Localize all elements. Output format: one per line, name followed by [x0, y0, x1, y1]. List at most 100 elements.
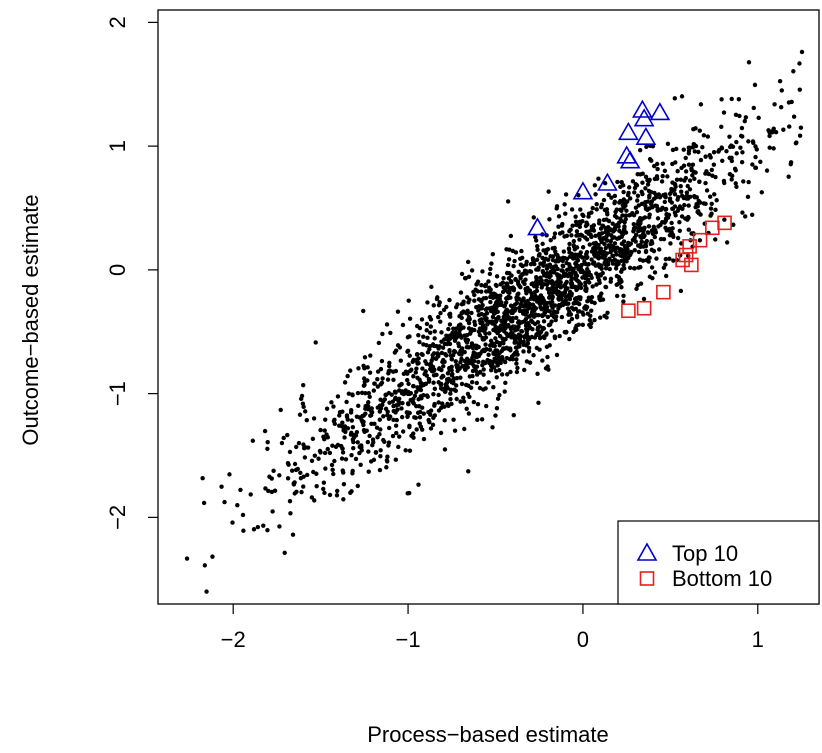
data-point — [750, 162, 755, 167]
data-point — [544, 273, 549, 279]
data-point — [681, 163, 687, 168]
data-point — [435, 295, 440, 300]
data-point — [504, 345, 510, 351]
data-point — [269, 489, 275, 495]
data-point — [580, 322, 585, 328]
data-point — [285, 460, 291, 466]
data-point — [573, 270, 578, 276]
data-point — [753, 165, 758, 170]
data-point — [481, 367, 486, 372]
data-point — [483, 386, 488, 391]
data-point — [721, 110, 727, 115]
data-point — [547, 217, 552, 222]
data-point — [279, 440, 285, 446]
data-point — [740, 150, 745, 155]
data-point — [447, 349, 452, 354]
data-point — [184, 556, 190, 561]
data-point — [488, 299, 493, 305]
data-point — [711, 162, 717, 167]
data-point — [667, 233, 673, 238]
data-point — [462, 365, 467, 370]
data-point — [414, 352, 420, 357]
data-point — [436, 392, 441, 398]
data-point — [406, 362, 411, 367]
data-point — [512, 308, 517, 313]
data-point — [557, 333, 562, 339]
data-point — [567, 336, 572, 342]
data-point — [350, 425, 356, 430]
data-point — [708, 213, 713, 218]
data-point — [549, 319, 554, 324]
data-point — [415, 385, 420, 390]
data-point — [656, 192, 662, 197]
data-point — [288, 511, 293, 516]
data-point — [363, 390, 368, 396]
data-point — [523, 316, 529, 322]
data-point — [210, 554, 215, 559]
data-point — [411, 374, 416, 379]
data-point — [405, 377, 410, 383]
data-point — [489, 261, 494, 266]
data-point — [602, 241, 607, 247]
legend: Top 10 Bottom 10 — [617, 520, 820, 605]
data-point — [407, 423, 412, 428]
data-point — [569, 316, 575, 322]
bottom-10-point — [636, 300, 652, 316]
data-point — [474, 372, 480, 377]
data-point — [391, 417, 396, 422]
data-point — [499, 372, 505, 377]
data-point — [439, 375, 444, 380]
data-point — [621, 262, 626, 268]
data-point — [663, 225, 668, 231]
data-point — [349, 418, 355, 423]
data-point — [686, 151, 692, 156]
data-point — [675, 197, 680, 202]
data-point — [330, 467, 335, 473]
data-point — [472, 298, 477, 303]
data-point — [650, 275, 655, 281]
data-point — [627, 213, 632, 218]
data-point — [345, 373, 350, 379]
data-point — [442, 447, 448, 452]
data-point — [470, 356, 475, 361]
data-point — [378, 382, 384, 387]
data-point — [341, 497, 346, 502]
data-point — [601, 197, 607, 203]
data-point — [675, 208, 681, 213]
data-point — [759, 190, 765, 195]
data-point — [738, 133, 744, 139]
data-point — [548, 273, 553, 279]
data-point — [675, 235, 681, 241]
data-point — [480, 362, 485, 368]
data-point — [624, 208, 629, 213]
data-point — [756, 115, 761, 121]
data-point — [669, 220, 674, 226]
data-point — [602, 207, 608, 213]
data-point — [461, 395, 466, 400]
data-point — [682, 202, 687, 208]
data-point — [341, 481, 347, 487]
data-point — [460, 349, 466, 355]
data-point — [428, 412, 433, 417]
data-point — [621, 299, 626, 304]
data-point — [487, 343, 493, 348]
data-point — [733, 181, 738, 186]
data-point — [553, 282, 559, 287]
data-point — [403, 448, 408, 453]
data-point — [652, 270, 658, 275]
data-point — [439, 405, 444, 410]
data-point — [454, 304, 459, 310]
data-point — [375, 384, 381, 389]
data-point — [490, 252, 496, 257]
data-point — [384, 465, 389, 470]
data-point — [291, 481, 296, 486]
data-point — [613, 266, 619, 271]
data-point — [522, 281, 527, 287]
data-point — [646, 188, 652, 194]
data-point — [427, 363, 433, 368]
data-point — [314, 471, 319, 476]
data-point — [327, 450, 333, 456]
data-point — [614, 236, 620, 241]
data-point — [262, 428, 268, 434]
